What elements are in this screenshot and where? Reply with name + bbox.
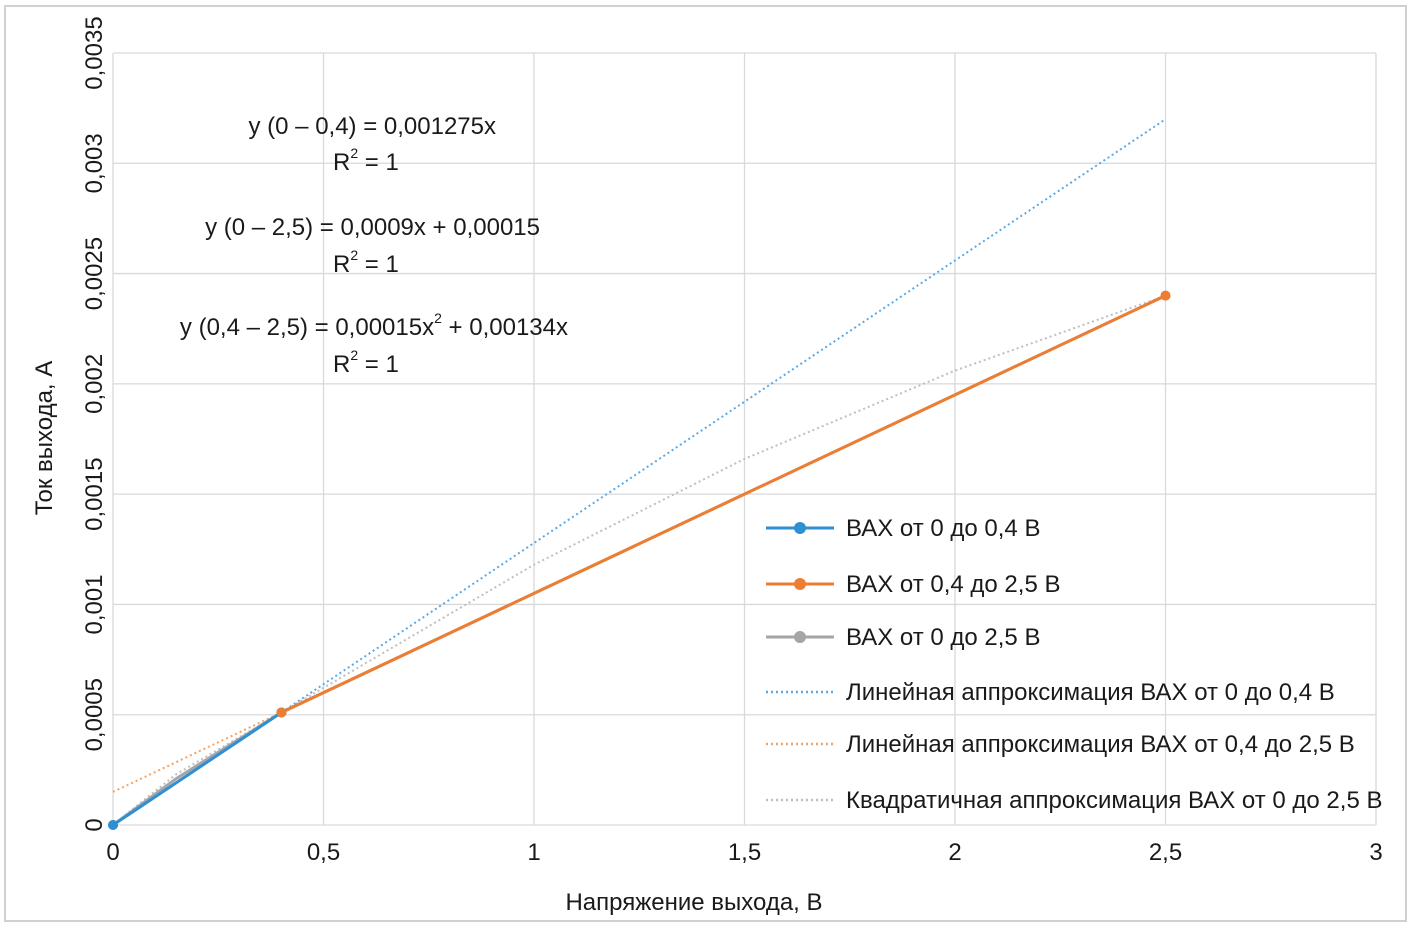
legend: ВАХ от 0 до 0,4 В ВАХ от 0,4 до 2,5 В ВАХ … xyxy=(766,515,1382,814)
equation-text: y (0 – 0,4) = 0,001275x xyxy=(249,113,497,140)
legend-label: Квадратичная аппроксимация ВАХ от 0 до 2… xyxy=(846,787,1382,814)
y-tick-labels: 0 0,0005 0,001 0,0015 0,002 0,0025 0,003 0,0035 xyxy=(81,16,108,831)
equation-main: R xyxy=(333,351,350,378)
equation-sup: 2 xyxy=(350,145,358,161)
y-tick-label: 0,001 xyxy=(81,574,108,634)
equation-text: R2 = 1 xyxy=(333,347,399,378)
legend-label: Линейная аппроксимация ВАХ от 0 до 0,4 В xyxy=(846,679,1335,706)
data-point xyxy=(1160,290,1171,301)
x-tick-label: 3 xyxy=(1369,839,1382,866)
legend-item: Квадратичная аппроксимация ВАХ от 0 до 2… xyxy=(766,787,1382,814)
x-tick-label: 0,5 xyxy=(307,839,340,866)
data-point xyxy=(276,707,287,718)
equation-sup: 2 xyxy=(350,347,358,363)
equation-tail: = 1 xyxy=(358,251,399,278)
x-tick-labels: 0 0,5 1 1,5 2 2,5 3 xyxy=(106,839,1382,866)
legend-label: ВАХ от 0,4 до 2,5 В xyxy=(846,571,1060,598)
x-tick-label: 1,5 xyxy=(728,839,761,866)
legend-marker xyxy=(794,522,806,534)
legend-item: ВАХ от 0,4 до 2,5 В xyxy=(766,571,1060,598)
y-tick-label: 0,0035 xyxy=(81,16,108,89)
x-tick-label: 1 xyxy=(527,839,540,866)
chart-frame xyxy=(4,5,1407,922)
legend-label: ВАХ от 0 до 2,5 В xyxy=(846,624,1040,651)
legend-item: ВАХ от 0 до 0,4 В xyxy=(766,515,1040,542)
series-line-5 xyxy=(112,294,1166,826)
legend-item: Линейная аппроксимация ВАХ от 0 до 0,4 В xyxy=(766,679,1335,706)
equation-tail: = 1 xyxy=(358,149,399,176)
equation-text: y (0 – 2,5) = 0,0009x + 0,00015 xyxy=(205,214,540,241)
series-line-0 xyxy=(112,711,283,827)
x-tick-label: 0 xyxy=(106,839,119,866)
equation-sup: 2 xyxy=(350,247,358,263)
grid-lines xyxy=(112,52,1377,826)
y-tick-label: 0,0025 xyxy=(81,237,108,310)
x-axis-label: Напряжение выхода, В xyxy=(565,889,822,916)
x-tick-label: 2,5 xyxy=(1149,839,1182,866)
equation-tail: = 1 xyxy=(358,351,399,378)
equation-main: y (0,4 – 2,5) = 0,00015x xyxy=(180,314,434,341)
equation-main: y (0 – 0,4) = 0,001275x xyxy=(249,113,497,140)
y-tick-label: 0,003 xyxy=(81,133,108,193)
data-point xyxy=(108,820,118,830)
equation-main: R xyxy=(333,149,350,176)
equation-text: y (0,4 – 2,5) = 0,00015x2 + 0,00134x xyxy=(180,310,568,341)
x-tick-label: 2 xyxy=(948,839,961,866)
legend-label: ВАХ от 0 до 0,4 В xyxy=(846,515,1040,542)
legend-item: Линейная аппроксимация ВАХ от 0,4 до 2,5… xyxy=(766,731,1355,758)
series-line-1 xyxy=(280,294,1167,714)
equation-main: y (0 – 2,5) = 0,0009x + 0,00015 xyxy=(205,214,540,241)
y-axis-label: Ток выхода, А xyxy=(31,361,58,516)
equation-sup: 2 xyxy=(434,310,442,326)
series-line-4 xyxy=(112,711,282,793)
y-tick-label: 0 xyxy=(81,818,108,831)
y-tick-label: 0,0005 xyxy=(81,678,108,751)
legend-marker xyxy=(794,631,806,643)
y-tick-label: 0,002 xyxy=(81,354,108,414)
equation-text: R2 = 1 xyxy=(333,145,399,176)
equation-text: R2 = 1 xyxy=(333,247,399,278)
legend-label: Линейная аппроксимация ВАХ от 0,4 до 2,5… xyxy=(846,731,1355,758)
y-tick-label: 0,0015 xyxy=(81,457,108,530)
series-group xyxy=(108,118,1171,830)
legend-item: ВАХ от 0 до 2,5 В xyxy=(766,624,1040,651)
legend-marker xyxy=(794,578,806,590)
equation-tail: + 0,00134x xyxy=(442,314,568,341)
equation-main: R xyxy=(333,251,350,278)
